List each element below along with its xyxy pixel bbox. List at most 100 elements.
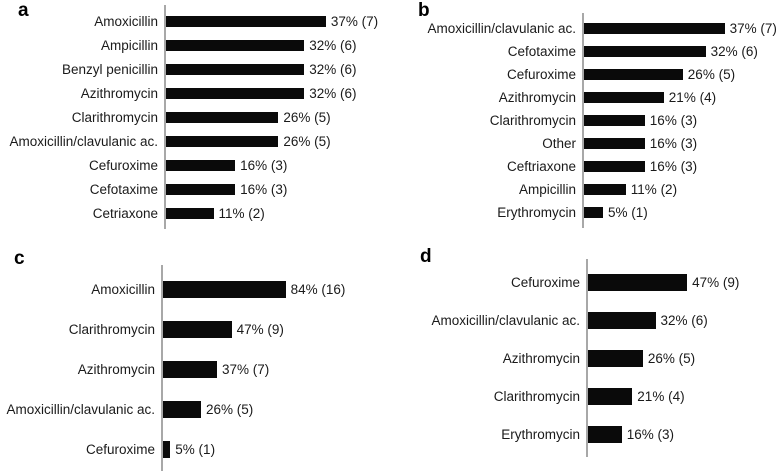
bar xyxy=(584,92,664,103)
bar-chart-c: Amoxicillin 84% (16) Clarithromycin 47% (9)… xyxy=(0,265,389,471)
bar-track: 32% (6) xyxy=(586,311,778,329)
category-label: Clarithromycin xyxy=(71,109,158,125)
bar xyxy=(166,87,305,99)
value-label: 5% (1) xyxy=(175,441,216,457)
bar-track: 84% (16) xyxy=(161,280,389,298)
category-label: Cefotaxime xyxy=(89,181,158,197)
panel-b: b Amoxicillin/clavulanic ac. 37% (7) Cefot… xyxy=(389,0,778,235)
bar-row: Cefuroxime 47% (9) xyxy=(389,263,778,301)
category-label: Erythromycin xyxy=(497,205,576,220)
category-label: Cefotaxime xyxy=(507,44,576,59)
bar xyxy=(584,46,706,57)
category-label: Ceftriaxone xyxy=(506,159,576,174)
y-axis-line xyxy=(586,259,588,457)
bar-row: Amoxicillin 37% (7) xyxy=(0,9,389,33)
bar-track: 16% (3) xyxy=(164,158,389,173)
bar xyxy=(584,69,683,80)
bar-row: Amoxicillin/clavulanic ac. 32% (6) xyxy=(389,301,778,339)
category-label: Amoxicillin xyxy=(91,281,155,297)
bar-row: Cefotaxime 16% (3) xyxy=(0,177,389,201)
bar-row: Cefotaxime 32% (6) xyxy=(389,40,778,63)
category-label: Cefuroxime xyxy=(85,441,155,457)
value-label: 37% (7) xyxy=(222,361,270,377)
value-label: 84% (16) xyxy=(290,281,346,297)
y-axis-line xyxy=(164,5,166,229)
bar xyxy=(163,360,218,378)
panel-letter-b: b xyxy=(418,0,430,21)
bar-row: Other 16% (3) xyxy=(389,132,778,155)
bar-row: Erythromycin 5% (1) xyxy=(389,201,778,224)
value-label: 32% (6) xyxy=(309,61,357,77)
bar xyxy=(584,161,645,172)
category-label: Azithromycin xyxy=(77,361,155,377)
bar-track: 26% (5) xyxy=(582,67,778,82)
value-label: 16% (3) xyxy=(649,136,698,151)
bar-track: 26% (5) xyxy=(164,110,389,125)
value-label: 11% (2) xyxy=(218,205,265,221)
bar xyxy=(163,280,286,298)
value-label: 16% (3) xyxy=(649,113,698,128)
y-axis-line xyxy=(161,265,163,471)
bar-rows: Cefuroxime 47% (9) Amoxicillin/clavulanic … xyxy=(389,263,778,453)
value-label: 26% (5) xyxy=(283,133,331,149)
value-label: 16% (3) xyxy=(240,157,288,173)
bar-track: 11% (2) xyxy=(582,182,778,197)
bar xyxy=(163,320,232,338)
bar xyxy=(163,400,201,418)
value-label: 11% (2) xyxy=(630,182,678,197)
bar-track: 37% (7) xyxy=(161,360,389,378)
bar-row: Clarithromycin 21% (4) xyxy=(389,377,778,415)
category-label: Amoxicillin/clavulanic ac. xyxy=(9,133,158,149)
bar-chart-b: Amoxicillin/clavulanic ac. 37% (7) Cefotax… xyxy=(389,13,778,228)
bar-track: 32% (6) xyxy=(582,44,778,59)
category-label: Clarithromycin xyxy=(493,388,580,404)
bar-track: 5% (1) xyxy=(582,205,778,220)
bar-row: Clarithromycin 47% (9) xyxy=(0,309,389,349)
panel-letter-a: a xyxy=(18,0,29,21)
bar-track: 37% (7) xyxy=(164,14,389,29)
bar xyxy=(163,440,171,458)
panel-c: c Amoxicillin 84% (16) Clarithromycin 47% (… xyxy=(0,235,389,471)
category-label: Azithromycin xyxy=(80,85,158,101)
bar-track: 32% (6) xyxy=(164,86,389,101)
bar-track: 16% (3) xyxy=(582,159,778,174)
bar-track: 16% (3) xyxy=(582,136,778,151)
bar-track: 21% (4) xyxy=(586,387,778,405)
bar xyxy=(584,184,626,195)
bar-track: 32% (6) xyxy=(164,62,389,77)
bar-row: Ampicillin 32% (6) xyxy=(0,33,389,57)
category-label: Cetriaxone xyxy=(92,205,158,221)
value-label: 21% (4) xyxy=(637,388,685,404)
panel-letter-c: c xyxy=(14,248,25,269)
bar xyxy=(588,387,633,405)
bar-track: 16% (3) xyxy=(164,182,389,197)
panel-a: a Amoxicillin 37% (7) Ampicillin 32% (6) Ben… xyxy=(0,0,389,235)
bar-row: Clarithromycin 26% (5) xyxy=(0,105,389,129)
bar-rows: Amoxicillin 84% (16) Clarithromycin 47% (9)… xyxy=(0,269,389,469)
value-label: 26% (5) xyxy=(205,401,254,417)
bar-row: Benzyl penicillin 32% (6) xyxy=(0,57,389,81)
bar xyxy=(166,111,279,123)
bar xyxy=(166,183,236,195)
bar-row: Amoxicillin/clavulanic ac. 26% (5) xyxy=(0,129,389,153)
value-label: 26% (5) xyxy=(647,350,696,366)
bar-track: 21% (4) xyxy=(582,90,778,105)
y-axis-line xyxy=(582,13,584,228)
bar-rows: Amoxicillin/clavulanic ac. 37% (7) Cefotax… xyxy=(389,17,778,224)
bar xyxy=(588,425,622,443)
value-label: 32% (6) xyxy=(309,85,357,101)
bar-row: Ceftriaxone 16% (3) xyxy=(389,155,778,178)
category-label: Benzyl penicillin xyxy=(61,61,158,77)
bar-row: Cetriaxone 11% (2) xyxy=(0,201,389,225)
bar-row: Clarithromycin 16% (3) xyxy=(389,109,778,132)
category-label: Clarithromycin xyxy=(489,113,576,128)
bar-track: 16% (3) xyxy=(586,425,778,443)
bar-row: Azithromycin 26% (5) xyxy=(389,339,778,377)
panel-letter-d: d xyxy=(420,246,432,267)
bar xyxy=(588,273,688,291)
bar xyxy=(584,115,645,126)
bar-row: Erythromycin 16% (3) xyxy=(389,415,778,453)
bar xyxy=(166,207,214,219)
category-label: Other xyxy=(542,136,576,151)
value-label: 16% (3) xyxy=(240,181,288,197)
